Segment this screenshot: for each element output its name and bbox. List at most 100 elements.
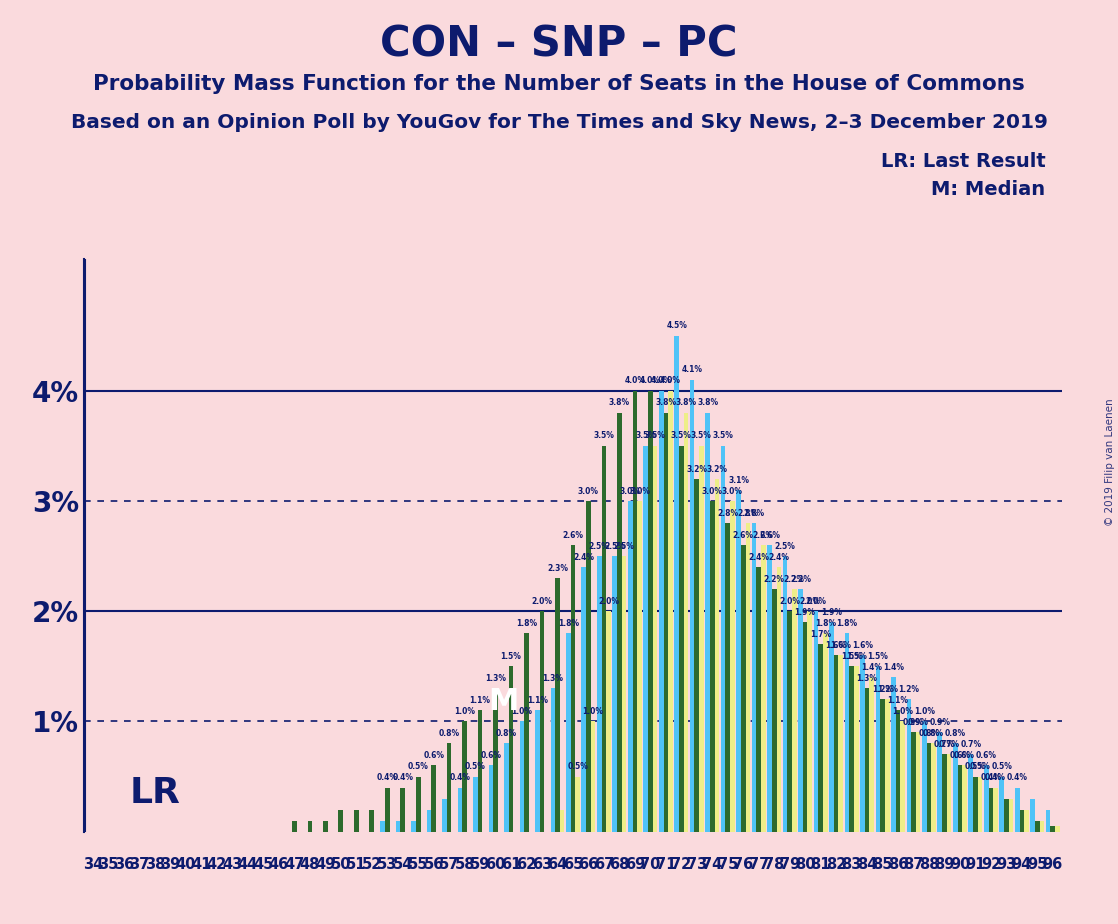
Bar [1004, 798, 1008, 832]
Text: 46: 46 [268, 857, 290, 872]
Text: 54: 54 [392, 857, 413, 872]
Text: 2.2%: 2.2% [764, 575, 785, 584]
Bar [958, 765, 963, 832]
Text: 48: 48 [300, 857, 320, 872]
Text: 71: 71 [655, 857, 676, 872]
Bar [953, 744, 958, 832]
Text: 0.8%: 0.8% [923, 729, 945, 738]
Bar [622, 556, 626, 832]
Text: 1.9%: 1.9% [795, 608, 816, 617]
Text: 56: 56 [424, 857, 444, 872]
Bar [864, 688, 870, 832]
Text: 3.0%: 3.0% [722, 487, 742, 495]
Bar [726, 523, 730, 832]
Bar [900, 722, 904, 832]
Bar [292, 821, 296, 832]
Text: 3.2%: 3.2% [707, 465, 728, 473]
Bar [870, 677, 874, 832]
Text: 0.5%: 0.5% [567, 762, 588, 771]
Bar [714, 479, 719, 832]
Bar [730, 501, 735, 832]
Text: 64: 64 [548, 857, 568, 872]
Text: 74: 74 [702, 857, 722, 872]
Text: 0.5%: 0.5% [969, 762, 991, 771]
Bar [818, 644, 823, 832]
Text: 3.0%: 3.0% [629, 487, 650, 495]
Bar [323, 821, 328, 832]
Text: 0.8%: 0.8% [945, 729, 966, 738]
Text: 3.5%: 3.5% [712, 432, 733, 441]
Text: 1.0%: 1.0% [511, 707, 532, 716]
Bar [690, 380, 694, 832]
Bar [581, 567, 586, 832]
Bar [834, 655, 838, 832]
Bar [613, 556, 617, 832]
Text: 4.5%: 4.5% [666, 322, 688, 331]
Bar [1035, 821, 1040, 832]
Text: 58: 58 [454, 857, 475, 872]
Bar [968, 755, 973, 832]
Text: 42: 42 [207, 857, 227, 872]
Text: 65: 65 [562, 857, 584, 872]
Text: 55: 55 [408, 857, 428, 872]
Bar [771, 590, 777, 832]
Text: 3.5%: 3.5% [671, 432, 692, 441]
Text: 0.4%: 0.4% [392, 773, 414, 782]
Bar [978, 776, 983, 832]
Bar [653, 446, 657, 832]
Text: 2.0%: 2.0% [779, 597, 800, 606]
Text: 43: 43 [222, 857, 243, 872]
Bar [416, 776, 420, 832]
Bar [993, 787, 998, 832]
Bar [1020, 809, 1024, 832]
Bar [823, 633, 827, 832]
Text: 79: 79 [779, 857, 799, 872]
Text: 3.0%: 3.0% [702, 487, 722, 495]
Text: 1.0%: 1.0% [582, 707, 604, 716]
Bar [803, 622, 807, 832]
Text: 2.4%: 2.4% [574, 553, 595, 562]
Text: 3.1%: 3.1% [728, 476, 749, 484]
Bar [520, 722, 524, 832]
Text: M: Median: M: Median [931, 180, 1045, 200]
Bar [922, 722, 927, 832]
Bar [931, 744, 936, 832]
Bar [1031, 798, 1035, 832]
Bar [1040, 821, 1044, 832]
Bar [854, 666, 859, 832]
Bar [566, 633, 570, 832]
Bar [369, 809, 375, 832]
Text: 4.0%: 4.0% [639, 376, 661, 385]
Text: 1.8%: 1.8% [815, 619, 836, 627]
Text: 0.6%: 0.6% [424, 751, 444, 760]
Bar [524, 633, 529, 832]
Text: 2.3%: 2.3% [547, 564, 568, 573]
Bar [963, 765, 967, 832]
Text: 90: 90 [950, 857, 970, 872]
Bar [838, 655, 843, 832]
Text: 0.9%: 0.9% [903, 718, 923, 727]
Bar [463, 722, 467, 832]
Bar [1051, 826, 1055, 832]
Bar [648, 391, 653, 832]
Bar [767, 545, 771, 832]
Text: 1.6%: 1.6% [852, 641, 873, 650]
Bar [938, 733, 942, 832]
Bar [860, 655, 864, 832]
Text: 76: 76 [733, 857, 754, 872]
Text: 1.2%: 1.2% [899, 685, 919, 694]
Bar [884, 699, 890, 832]
Text: 4.0%: 4.0% [624, 376, 645, 385]
Text: 2.6%: 2.6% [562, 530, 584, 540]
Bar [586, 501, 590, 832]
Text: 3.0%: 3.0% [619, 487, 641, 495]
Bar [875, 666, 880, 832]
Text: 3.8%: 3.8% [675, 398, 697, 407]
Text: 3.5%: 3.5% [645, 432, 665, 441]
Text: 1.1%: 1.1% [470, 696, 491, 705]
Text: 60: 60 [485, 857, 505, 872]
Text: 3.8%: 3.8% [655, 398, 676, 407]
Bar [1045, 809, 1051, 832]
Bar [694, 479, 699, 832]
Bar [741, 545, 746, 832]
